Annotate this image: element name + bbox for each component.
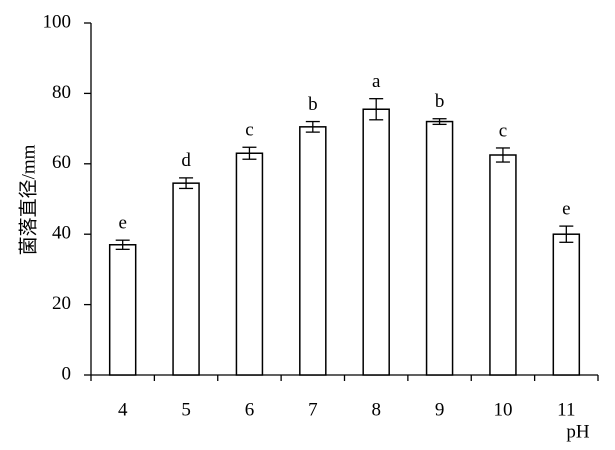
x-tick-label: 7	[308, 399, 318, 420]
error-bar	[115, 239, 130, 250]
bar	[425, 120, 454, 376]
y-tick-label: 20	[52, 293, 71, 314]
significance-letter: c	[499, 120, 507, 141]
significance-letter: b	[308, 94, 318, 115]
y-tick-label: 0	[62, 363, 72, 384]
bar	[235, 152, 264, 376]
significance-letter: e	[562, 198, 570, 219]
bar	[552, 233, 581, 376]
error-bar	[369, 98, 384, 121]
x-tick-label: 6	[245, 399, 255, 420]
x-axis-label: pH	[566, 421, 590, 442]
x-tick-label: 9	[435, 399, 445, 420]
bar	[299, 126, 327, 376]
bar	[108, 244, 137, 376]
significance-letter: d	[181, 150, 191, 171]
y-tick-label: 80	[52, 82, 71, 103]
error-bar	[305, 120, 320, 133]
y-tick-label: 60	[52, 152, 71, 173]
x-tick-label: 10	[493, 399, 512, 420]
x-tick-label: 11	[557, 399, 575, 420]
x-tick-label: 8	[371, 399, 381, 420]
bar	[172, 182, 200, 376]
bar	[489, 154, 517, 376]
significance-letter: c	[245, 120, 253, 141]
error-bar	[179, 177, 194, 190]
x-tick-label: 4	[118, 399, 128, 420]
error-bar	[242, 146, 257, 160]
significance-letter: a	[372, 71, 381, 92]
significance-letter: e	[118, 213, 126, 234]
bar	[362, 108, 390, 376]
x-tick-label: 5	[181, 399, 191, 420]
error-bar	[432, 118, 447, 126]
error-bar	[495, 147, 510, 163]
y-tick-label: 100	[43, 11, 72, 32]
y-axis-label: 菌落直径/mm	[17, 144, 39, 255]
error-bar	[559, 225, 574, 243]
significance-letter: b	[435, 91, 445, 112]
y-tick-label: 40	[52, 223, 71, 244]
